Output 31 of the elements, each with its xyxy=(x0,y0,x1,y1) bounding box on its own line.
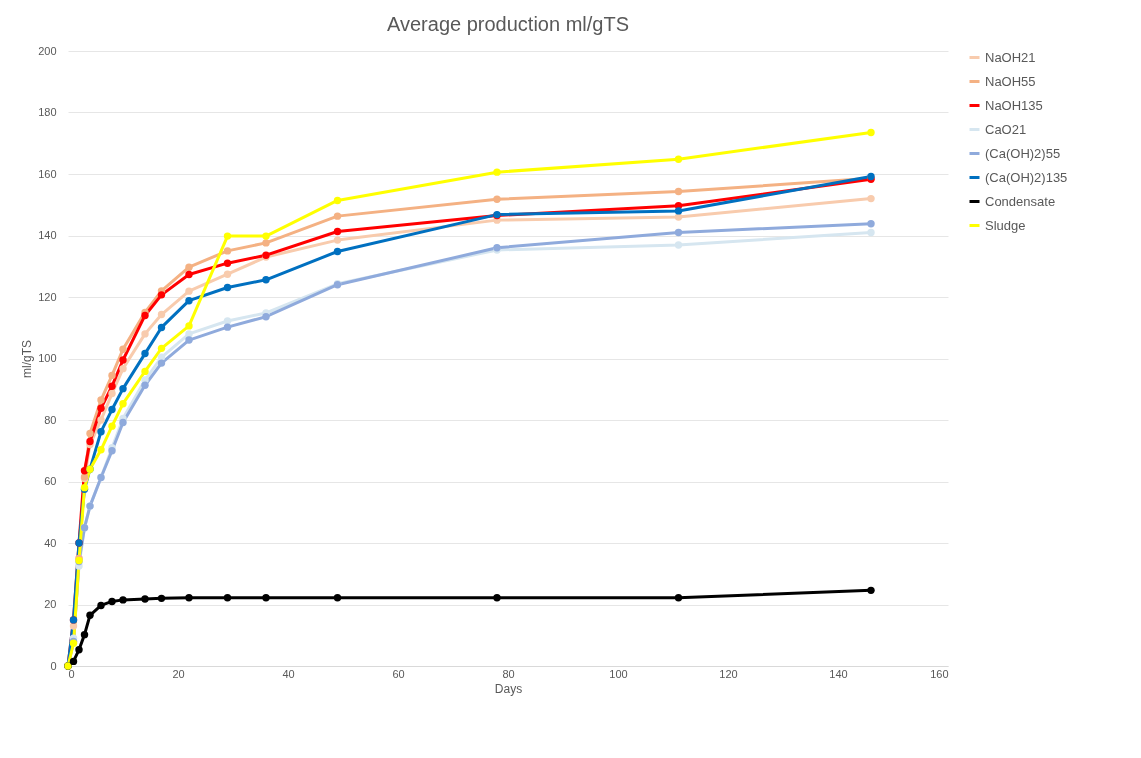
legend-label: NaOH21 xyxy=(985,49,1036,65)
legend-label: NaOH135 xyxy=(985,97,1043,113)
y-tick-label: 100 xyxy=(38,352,57,364)
y-tick-label: 200 xyxy=(38,44,57,57)
y-tick-label: 80 xyxy=(44,413,57,426)
x-tick-label: 80 xyxy=(502,667,515,680)
x-tick-label: 140 xyxy=(829,667,848,680)
x-tick-label: 20 xyxy=(172,667,185,680)
y-tick-label: 40 xyxy=(44,536,57,549)
legend-label: Sludge xyxy=(985,217,1026,233)
y-tick-label: 160 xyxy=(38,167,57,180)
x-axis-title: Days xyxy=(494,681,523,696)
x-tick-label: 40 xyxy=(282,667,295,680)
x-tick-label: 100 xyxy=(609,667,628,680)
chart-title: Average production ml/gTS xyxy=(387,13,629,35)
y-tick-label: 20 xyxy=(44,598,57,610)
x-tick-label: 120 xyxy=(719,667,738,680)
x-tick-label: 160 xyxy=(930,667,949,680)
legend-label: (Ca(OH)2)55 xyxy=(985,145,1061,161)
legend-label: CaO21 xyxy=(985,121,1027,137)
y-tick-label: 180 xyxy=(38,106,57,118)
y-axis-title: ml/gTS xyxy=(20,339,35,379)
legend-label: NaOH55 xyxy=(985,73,1036,89)
x-tick-label: 60 xyxy=(392,667,405,680)
y-tick-label: 120 xyxy=(38,290,57,303)
legend-label: (Ca(OH)2)135 xyxy=(985,169,1068,185)
y-tick-label: 140 xyxy=(38,229,57,241)
x-tick-label: 0 xyxy=(68,667,75,680)
y-tick-label: 60 xyxy=(44,475,57,487)
y-tick-label: 0 xyxy=(50,659,57,672)
legend-label: Condensate xyxy=(985,193,1056,209)
